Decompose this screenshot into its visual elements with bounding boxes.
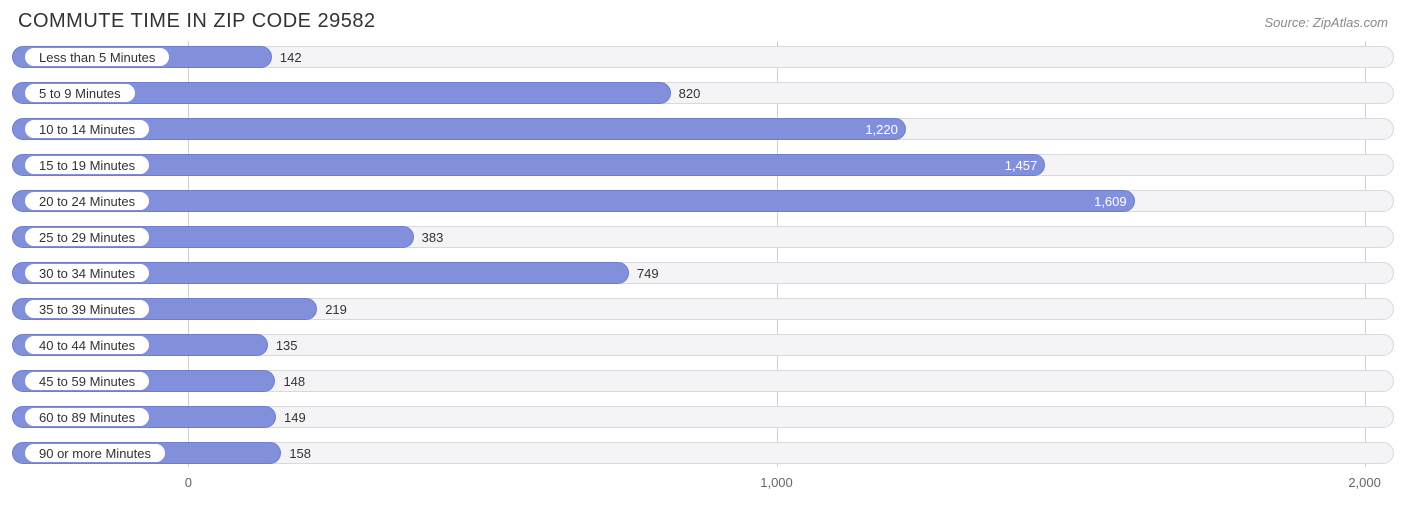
- bar-value-label: 158: [289, 442, 311, 464]
- x-axis-tick-label: 0: [185, 475, 192, 490]
- category-label-pill: 90 or more Minutes: [24, 443, 166, 463]
- bar-rows: Less than 5 Minutes 142 5 to 9 Minutes 820 1…: [12, 41, 1394, 467]
- bar-value-label: 383: [422, 226, 444, 248]
- category-label-pill: 10 to 14 Minutes: [24, 119, 150, 139]
- bar-row: 5 to 9 Minutes 820: [12, 77, 1394, 107]
- bar-row: 45 to 59 Minutes 148: [12, 365, 1394, 395]
- bar-value-label: 1,457: [1005, 154, 1038, 176]
- category-label-pill: 60 to 89 Minutes: [24, 407, 150, 427]
- category-label-pill: 25 to 29 Minutes: [24, 227, 150, 247]
- bar-row: 20 to 24 Minutes 1,609: [12, 185, 1394, 215]
- header: COMMUTE TIME IN ZIP CODE 29582 Source: Z…: [12, 10, 1394, 41]
- bar-chart: Less than 5 Minutes 142 5 to 9 Minutes 820 1…: [12, 41, 1394, 497]
- x-axis-tick-label: 2,000: [1348, 475, 1381, 490]
- bar-value-label: 135: [276, 334, 298, 356]
- bar-row: 30 to 34 Minutes 749: [12, 257, 1394, 287]
- category-label-pill: 40 to 44 Minutes: [24, 335, 150, 355]
- bar-row: 60 to 89 Minutes 149: [12, 401, 1394, 431]
- bar-value-label: 1,609: [1094, 190, 1127, 212]
- chart-container: COMMUTE TIME IN ZIP CODE 29582 Source: Z…: [0, 0, 1406, 522]
- x-axis: 0 1,000 2,000: [12, 473, 1394, 497]
- bar-value-label: 142: [280, 46, 302, 68]
- bar-value-label: 148: [283, 370, 305, 392]
- chart-title: COMMUTE TIME IN ZIP CODE 29582: [18, 10, 376, 33]
- bar-row: 25 to 29 Minutes 383: [12, 221, 1394, 251]
- source-attribution: Source: ZipAtlas.com: [1264, 15, 1388, 30]
- category-label-pill: 20 to 24 Minutes: [24, 191, 150, 211]
- bar-value-label: 820: [679, 82, 701, 104]
- bar-value-label: 749: [637, 262, 659, 284]
- category-label-pill: 45 to 59 Minutes: [24, 371, 150, 391]
- bar-value-label: 149: [284, 406, 306, 428]
- category-label-pill: 35 to 39 Minutes: [24, 299, 150, 319]
- bar-row: Less than 5 Minutes 142: [12, 41, 1394, 71]
- category-label-pill: 30 to 34 Minutes: [24, 263, 150, 283]
- bar: [12, 154, 1045, 176]
- bar-row: 35 to 39 Minutes 219: [12, 293, 1394, 323]
- category-label-pill: 15 to 19 Minutes: [24, 155, 150, 175]
- bar-value-label: 1,220: [865, 118, 898, 140]
- bar-row: 90 or more Minutes 158: [12, 437, 1394, 467]
- category-label-pill: 5 to 9 Minutes: [24, 83, 136, 103]
- bar-row: 15 to 19 Minutes 1,457: [12, 149, 1394, 179]
- bar-row: 40 to 44 Minutes 135: [12, 329, 1394, 359]
- bar: [12, 190, 1135, 212]
- category-label-pill: Less than 5 Minutes: [24, 47, 170, 67]
- bar-value-label: 219: [325, 298, 347, 320]
- x-axis-tick-label: 1,000: [760, 475, 793, 490]
- bar-row: 10 to 14 Minutes 1,220: [12, 113, 1394, 143]
